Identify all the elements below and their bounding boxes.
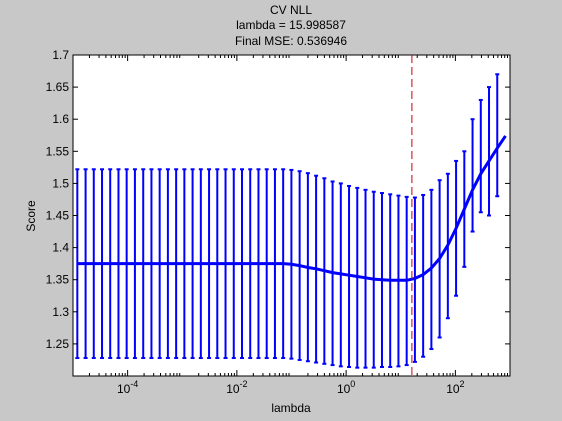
y-tick-label: 1.6 [52, 112, 69, 126]
y-tick-label: 1.65 [46, 80, 70, 94]
x-tick-label: 10-4 [117, 379, 138, 396]
mean-score-line [77, 135, 507, 282]
title-line-2: lambda = 15.998587 [236, 18, 346, 32]
chart-title: CV NLL lambda = 15.998587 Final MSE: 0.5… [235, 3, 347, 48]
x-tick-label: 100 [337, 379, 355, 396]
y-tick-label: 1.45 [46, 209, 70, 223]
x-tick-label: 102 [446, 379, 464, 396]
plot-marks [75, 55, 507, 376]
axes: 1.25 1.3 1.35 1.4 1.45 1.5 1.55 1.6 1.65 1.7 10-4 1… [46, 48, 510, 396]
y-tick-label: 1.35 [46, 273, 70, 287]
y-tick-label: 1.3 [52, 305, 69, 319]
title-line-3: Final MSE: 0.536946 [235, 34, 347, 48]
y-tick-label: 1.25 [46, 337, 70, 351]
title-line-1: CV NLL [270, 3, 312, 17]
y-tick-label: 1.4 [52, 241, 69, 255]
y-tick-label: 1.7 [52, 48, 69, 62]
y-tick-label: 1.55 [46, 144, 70, 158]
x-tick-label: 10-2 [226, 379, 247, 396]
x-axis-label: lambda [271, 401, 311, 415]
y-tick-label: 1.5 [52, 176, 69, 190]
y-axis-label: Score [24, 200, 38, 232]
